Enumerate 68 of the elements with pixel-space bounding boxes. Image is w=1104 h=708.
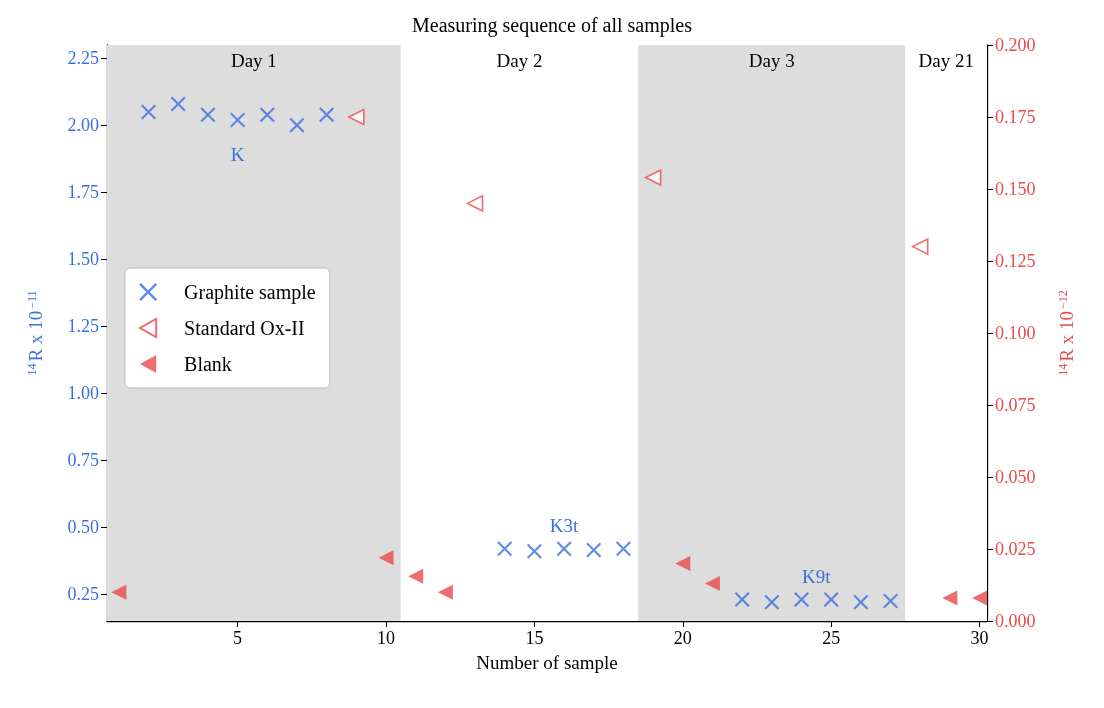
band-label: Day 3 <box>748 50 795 71</box>
point <box>437 584 453 600</box>
x-tick-label: 5 <box>233 628 243 648</box>
annotation: K3t <box>549 514 580 536</box>
point <box>319 107 335 123</box>
y2-tick-label: 0.200 <box>995 35 1036 55</box>
x-tick-label: 15 <box>525 628 544 648</box>
point <box>644 169 662 186</box>
point <box>289 117 305 133</box>
point <box>675 555 691 571</box>
y-tick-label: 1.25 <box>67 316 99 337</box>
legend-label: Standard Ox-II <box>184 317 305 339</box>
annotation: K <box>230 144 245 166</box>
point <box>586 542 602 558</box>
point <box>704 576 720 592</box>
y-tick-label: 2.00 <box>67 115 99 136</box>
y-axis-title: 14R x 10−11 <box>25 290 46 376</box>
point <box>170 96 186 112</box>
point <box>794 592 809 608</box>
y-tick-label: 1.00 <box>67 383 99 404</box>
annotation: K9t <box>802 565 832 587</box>
y2-tick-label: 0.150 <box>995 179 1036 199</box>
y2-tick-label: 0.125 <box>995 251 1036 271</box>
y-tick-label: 1.50 <box>67 249 99 270</box>
point <box>883 593 899 609</box>
point <box>466 195 484 212</box>
point <box>823 592 839 608</box>
y-tick-label: 0.75 <box>67 450 99 471</box>
y2-tick-label: 0.050 <box>995 467 1036 487</box>
chart-title: Measuring sequence of all samples <box>412 14 693 37</box>
point <box>408 568 424 584</box>
point <box>348 108 365 126</box>
x-tick-label: 25 <box>822 628 841 648</box>
x-tick-label: 10 <box>376 628 395 648</box>
y2-tick-label: 0.100 <box>995 323 1036 343</box>
band-label: Day 1 <box>230 50 277 71</box>
y2-axis-title: 14R x 10−12 <box>1056 290 1077 376</box>
point <box>615 541 631 557</box>
point <box>230 112 246 128</box>
point <box>378 550 394 566</box>
x-axis-title: Number of sample <box>476 652 618 673</box>
point <box>497 541 513 557</box>
point <box>259 107 275 123</box>
band-label: Day 2 <box>496 50 543 71</box>
point <box>734 592 750 608</box>
x-tick-label: 20 <box>673 628 692 648</box>
point <box>764 594 780 610</box>
x-tick-label: 30 <box>970 628 989 648</box>
legend-label: Blank <box>184 353 232 375</box>
y-tick-label: 1.75 <box>67 182 99 203</box>
point <box>972 590 988 606</box>
point <box>141 104 157 120</box>
point <box>556 541 572 557</box>
y2-tick-label: 0.075 <box>995 395 1036 415</box>
y-tick-label: 0.50 <box>67 517 99 538</box>
y2-tick-label: 0.000 <box>995 611 1036 631</box>
y2-tick-label: 0.175 <box>995 107 1036 127</box>
band-label: Day 21 <box>918 50 974 71</box>
y-tick-label: 2.25 <box>67 48 99 69</box>
y2-tick-label: 0.025 <box>995 539 1036 559</box>
point <box>942 590 958 606</box>
point <box>111 584 127 600</box>
point <box>200 107 216 123</box>
point <box>526 543 542 559</box>
legend-label: Graphite sample <box>184 281 316 304</box>
point <box>853 594 869 610</box>
point <box>911 238 929 255</box>
y-tick-label: 0.25 <box>67 584 99 605</box>
